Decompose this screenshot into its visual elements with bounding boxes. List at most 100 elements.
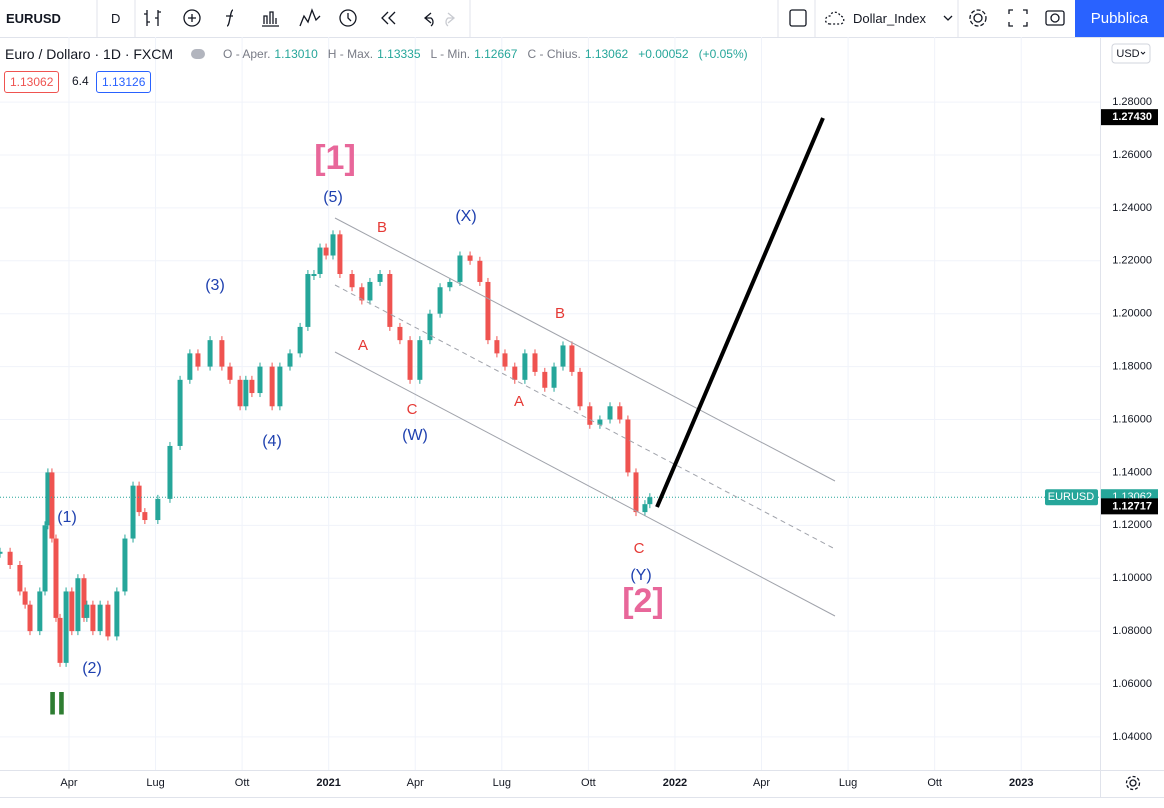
wave-label: (X) [455,208,476,225]
price-badge-label: 1.27430 [1112,111,1152,123]
wave-label: A [514,393,524,410]
candle [349,274,355,288]
currency-button[interactable] [1111,43,1151,64]
legend-value: 1.13010 [274,47,318,61]
ask-box[interactable]: 1.13126 [96,71,152,93]
candle [330,234,336,256]
legend-items: O - Aper. 1.13010 H - Max. 1.13335 L - Min. 1… [223,47,634,61]
wave-label: (Y) [630,567,651,584]
candle [81,578,87,618]
plot-area [0,37,1100,770]
candle [494,340,500,354]
candle [447,281,453,288]
candle [287,353,293,367]
legend-value: 1.13062 [584,47,629,61]
legend-label: O - Aper. [223,47,271,61]
candle [97,604,103,632]
candle [377,274,383,282]
candle [617,406,623,420]
legend-change: +0.00052 [638,47,689,61]
price-badge [1101,498,1158,515]
channel-lower [334,351,836,617]
candle [477,260,483,282]
price-badge [1101,109,1158,126]
projection-line [655,117,825,508]
candle [397,326,403,341]
candle [219,340,225,367]
publish-button[interactable]: Pubblica [1090,10,1149,27]
compare-symbol[interactable]: Dollar_Index [853,11,926,26]
candle [367,281,373,301]
y-tick-label: 1.28000 [1112,96,1152,108]
interval[interactable]: D [111,11,121,26]
candle [457,255,463,282]
currency-caret [1140,51,1146,55]
bid-box[interactable]: 1.13062 [4,71,60,93]
candle [542,371,548,388]
y-tick-label: 1.10000 [1112,572,1152,584]
legend-toggle[interactable] [191,49,206,59]
candle [323,247,329,256]
settings-icon[interactable] [1125,775,1141,791]
wave-label: A [358,337,368,354]
candle [187,353,193,380]
candle [387,274,393,327]
candle [7,551,13,565]
channel-upper [334,217,836,482]
candle [75,578,81,632]
candle [551,366,557,388]
candle [587,406,593,425]
candle [49,472,55,539]
spread: 6.4 [72,74,89,88]
candle [243,379,249,407]
x-tick-label: Apr [753,777,770,789]
legend-value: 1.12667 [474,47,518,61]
candle [167,445,173,499]
x-tick-label: Apr [60,777,77,789]
candle [337,234,343,275]
candle [45,472,51,526]
candle [84,604,90,618]
candle [642,504,648,513]
y-tick-label: 1.12000 [1112,519,1152,531]
candle [207,340,213,367]
wave-label: (W) [402,427,428,444]
candle [122,538,128,592]
x-tick-label: 2023 [1009,777,1033,789]
legend-label: L - Min. [430,47,471,61]
candle [317,247,323,275]
candle [136,485,142,513]
x-tick-label: 2022 [663,777,687,789]
y-tick-label: 1.26000 [1112,149,1152,161]
candle [297,326,303,354]
candle [257,366,263,394]
candle [467,255,473,261]
candle [311,274,317,277]
wave-label: (2) [82,660,102,677]
wave-label: C [407,401,418,418]
y-tick-label: 1.06000 [1112,678,1152,690]
candle [502,353,508,367]
candle [437,287,443,314]
x-tick-label: Ott [927,777,942,789]
candle [607,406,613,420]
wave-label: [1] [314,139,356,177]
candle [177,379,183,446]
symbol[interactable]: EURUSD [6,11,61,26]
toolbar-dividers [96,0,959,37]
wave-label: [2] [622,582,664,620]
wave-label: (4) [262,433,282,450]
candle [485,281,491,341]
toolbar-icons [144,8,1065,27]
candle [625,419,631,473]
candle [532,353,538,372]
candle [69,591,75,632]
candle [427,313,433,341]
publish-button-bg[interactable] [1075,0,1164,37]
y-tick-label: 1.16000 [1112,413,1152,425]
x-tick-label: Ott [581,777,596,789]
candle [27,604,33,632]
candle [37,591,43,632]
x-tick-label: Apr [407,777,424,789]
